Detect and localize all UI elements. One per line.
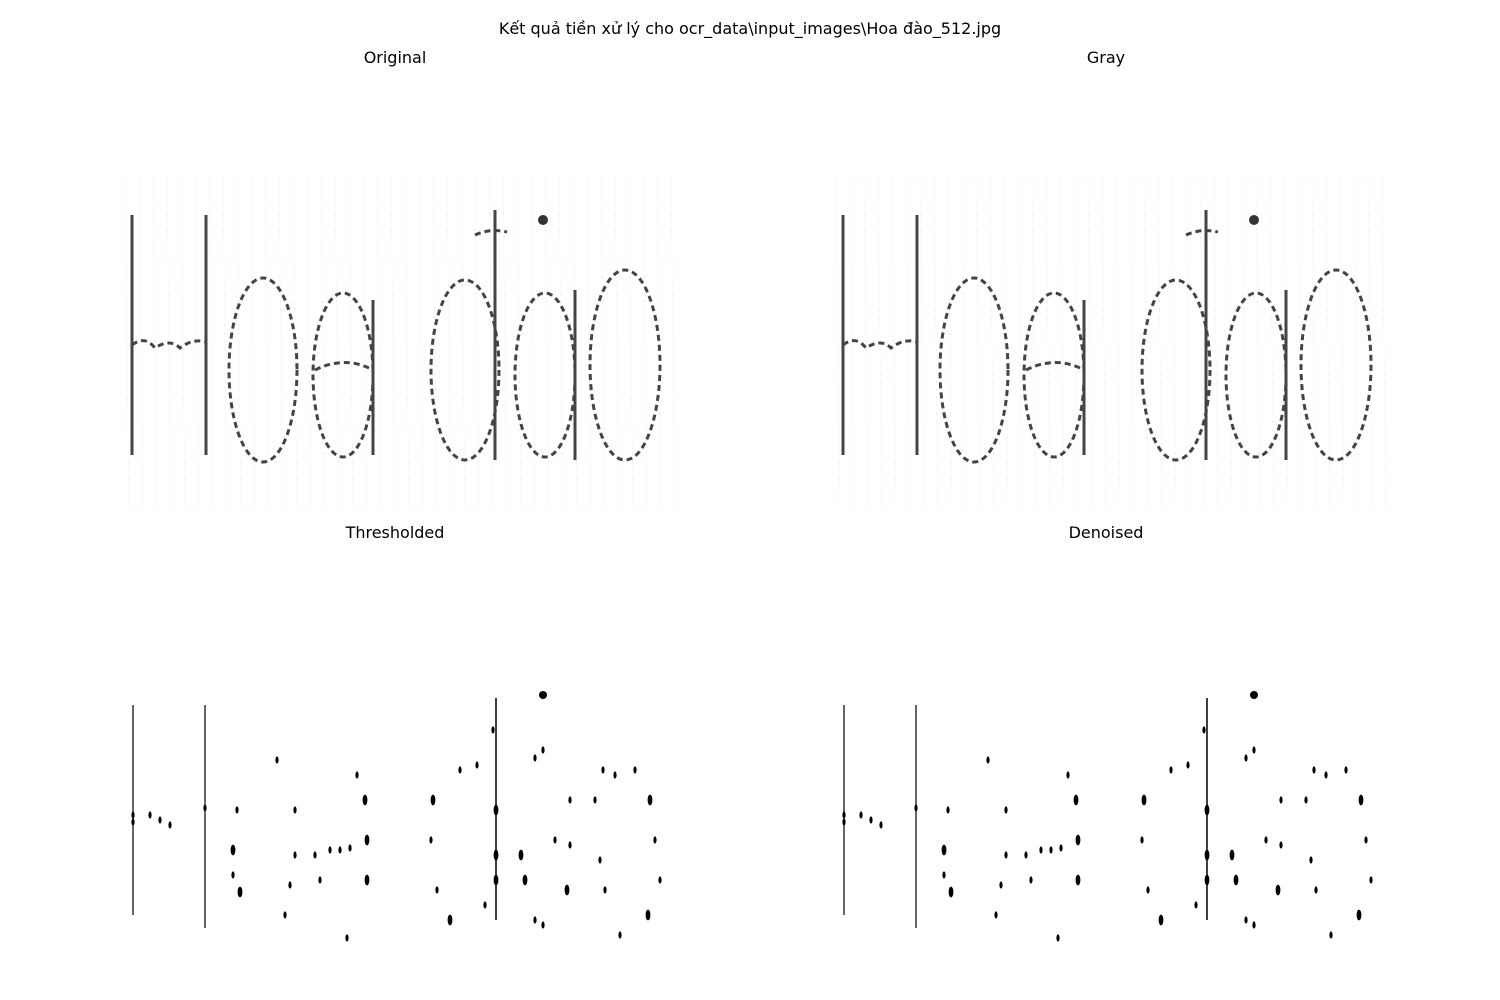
panel-title-gray: Gray <box>1086 48 1126 67</box>
panel-title-denoised: Denoised <box>1068 523 1144 542</box>
panel-title-original: Original <box>363 48 427 67</box>
gray-image <box>835 179 1387 511</box>
thresholded-image <box>131 691 662 942</box>
panel-title-thresholded: Thresholded <box>345 523 445 542</box>
denoised-image <box>842 691 1373 942</box>
original-image <box>124 179 676 511</box>
figure-suptitle: Kết quả tiền xử lý cho ocr_data\input_im… <box>498 19 1002 38</box>
